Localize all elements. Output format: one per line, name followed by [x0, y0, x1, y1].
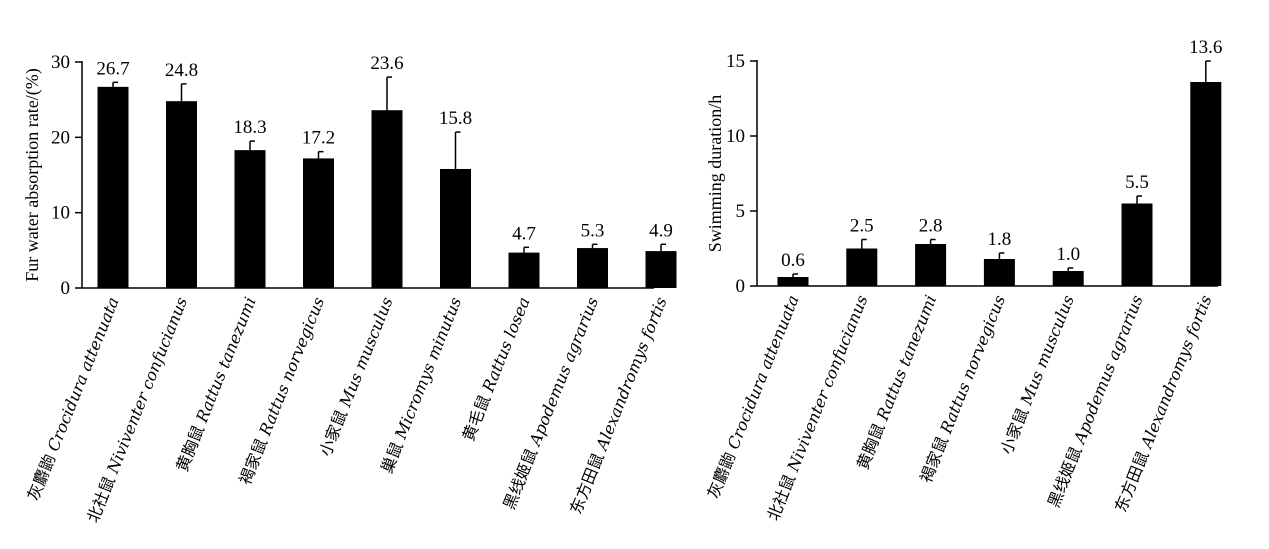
category-sci-name: Alexandromys fortis [1136, 292, 1215, 452]
y-tick-label: 5 [736, 201, 746, 222]
fur-absorption-chart: 0 10 20 30 Fur water absorption rate/(%) 26.7… [22, 52, 677, 525]
category-cn-name: 小家鼠 [316, 402, 354, 458]
bar [303, 158, 334, 288]
bar [508, 252, 540, 288]
category-sci-name: Apodemus agrarius [1069, 292, 1147, 448]
category-cn-name: 黄胸鼠 [172, 418, 210, 474]
category-sci-name: Rattus tanezumi [872, 292, 940, 424]
value-label: 18.3 [233, 117, 266, 138]
bar [777, 277, 809, 286]
category-label: 小家鼠 Mus musculus [316, 294, 397, 458]
category-sci-name: Crocidura attenuata [724, 292, 803, 452]
category-label: 小家鼠 Mus musculus [997, 292, 1078, 456]
y-tick-label: 20 [51, 127, 70, 148]
category-cn-name: 黄胸鼠 [853, 416, 891, 472]
bar [1121, 203, 1153, 286]
value-label: 5.5 [1125, 172, 1149, 193]
category-sci-name: Rattus norvegicus [255, 294, 328, 439]
category-label: 黄胸鼠 Rattus tanezumi [853, 292, 940, 472]
y-tick-label: 30 [51, 52, 70, 73]
category-cn-name: 东方田鼠 [1111, 444, 1154, 515]
bar [234, 150, 266, 288]
value-label: 1.0 [1056, 244, 1080, 265]
category-sci-name: Rattus norvegicus [936, 292, 1009, 437]
category-cn-name: 黑线姬鼠 [499, 441, 542, 512]
category-sci-name: Rattus tanezumi [192, 294, 260, 426]
value-label: 4.7 [512, 223, 536, 244]
y-axis-title: Swimming duration/h [705, 95, 725, 253]
category-sci-name: Crocidura attenuata [44, 294, 123, 454]
value-label: 17.2 [302, 128, 335, 149]
bar [1052, 271, 1084, 286]
category-cn-name: 东方田鼠 [566, 446, 609, 517]
category-sci-name: Alexandromys fortis [591, 294, 670, 454]
bar [1190, 82, 1222, 286]
y-axis-title: Fur water absorption rate/(%) [22, 68, 43, 281]
value-label: 2.5 [850, 216, 874, 237]
category-sci-name: Niviventer confucianus [103, 294, 192, 477]
bar [371, 110, 403, 288]
category-label: 黄胸鼠 Rattus tanezumi [172, 294, 259, 474]
y-tick-label: 10 [726, 126, 745, 147]
category-cn-name: 褐家鼠 [236, 431, 274, 487]
category-sci-name: Rattus losea [478, 294, 534, 395]
y-tick-label: 0 [61, 278, 71, 299]
y-tick-label: 10 [51, 203, 70, 224]
value-label: 1.8 [988, 229, 1012, 250]
category-sci-name: Niviventer confucianus [783, 292, 872, 475]
category-cn-name: 灰麝鼩 [24, 447, 62, 503]
category-label: 黄毛鼠 Rattus losea [459, 294, 534, 443]
value-label: 23.6 [370, 53, 403, 74]
value-label: 26.7 [96, 58, 129, 79]
category-cn-name: 北社鼠 [763, 467, 801, 523]
value-label: 24.8 [165, 60, 198, 81]
category-sci-name: Apodemus agrarius [525, 294, 603, 450]
value-label: 2.8 [919, 216, 943, 237]
value-label: 15.8 [439, 108, 472, 129]
category-cn-name: 褐家鼠 [916, 429, 954, 485]
category-cn-name: 黑线姬鼠 [1044, 439, 1087, 510]
bar [166, 101, 197, 288]
category-label: 巢鼠 Micromys minutus [377, 294, 465, 476]
bar [915, 244, 947, 286]
category-sci-name: Mus musculus [1016, 292, 1078, 408]
bar [440, 168, 471, 288]
value-label: 4.9 [649, 220, 673, 241]
bar [645, 251, 677, 288]
value-label: 13.6 [1189, 37, 1222, 58]
bar [97, 86, 129, 288]
category-sci-name: Micromys minutus [391, 294, 466, 442]
category-cn-name: 小家鼠 [997, 400, 1035, 456]
value-label: 5.3 [581, 220, 605, 241]
category-cn-name: 北社鼠 [83, 469, 121, 525]
bar [846, 248, 878, 286]
category-cn-name: 黄毛鼠 [459, 387, 497, 443]
category-cn-name: 灰麝鼩 [704, 445, 742, 501]
value-label: 0.6 [781, 250, 805, 271]
category-sci-name: Mus musculus [335, 294, 397, 410]
swimming-duration-chart: 0 5 10 15 Swimming duration/h 0.6 灰麝鼩 Crocidur… [704, 37, 1223, 523]
bar [577, 248, 608, 288]
y-tick-label: 15 [726, 51, 745, 72]
y-tick-label: 0 [736, 276, 746, 297]
bar [983, 259, 1015, 286]
